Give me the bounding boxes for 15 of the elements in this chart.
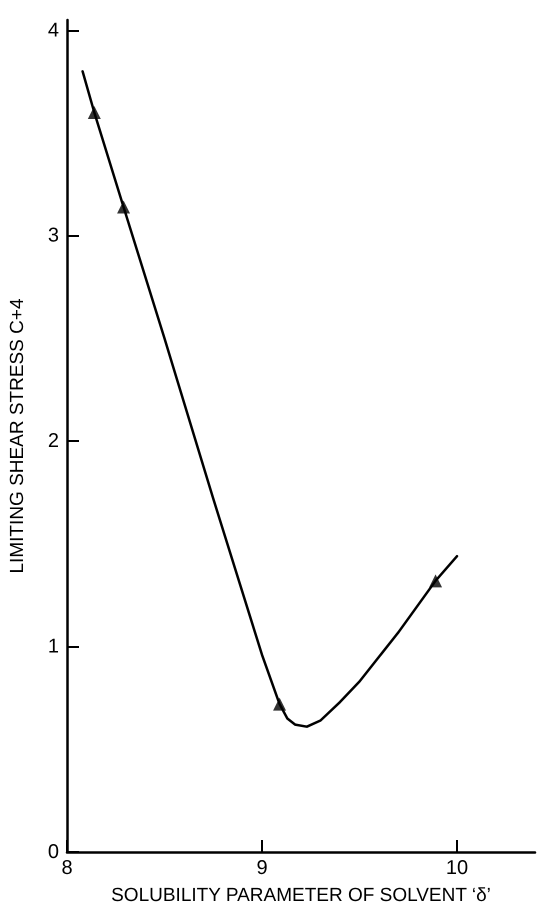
point — [117, 200, 130, 214]
y-tick-label: 4 — [48, 19, 59, 42]
y-tick-label: 3 — [48, 224, 59, 247]
point — [88, 106, 101, 119]
y-axis-title: LIMITING SHEAR STRESS C+4 — [7, 298, 28, 574]
x-axis-title: SOLUBILITY PARAMETER OF SOLVENT ‘δ’ — [111, 885, 491, 906]
y-tick-label: 1 — [48, 636, 59, 658]
y-tick-label: 0 — [48, 841, 59, 863]
point — [429, 574, 442, 588]
x-tick-label: 9 — [256, 857, 268, 879]
x-tick-label: 8 — [61, 857, 73, 879]
point — [273, 698, 286, 711]
line-series — [81, 70, 458, 728]
y-tick-label: 2 — [48, 430, 59, 452]
x-tick-label: 10 — [446, 857, 468, 879]
